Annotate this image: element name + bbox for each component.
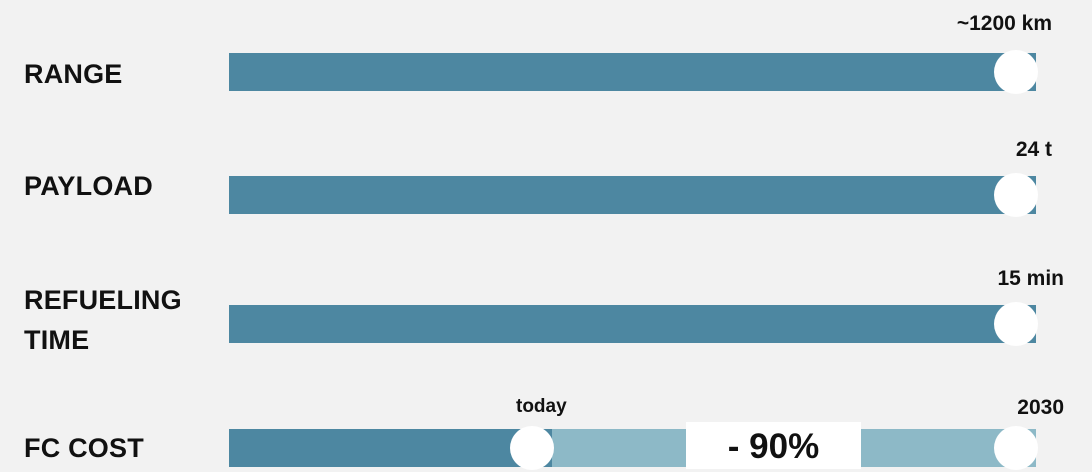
row-label-payload: PAYLOAD <box>24 171 153 201</box>
fc-cost-2030-marker <box>994 426 1038 470</box>
range-end-marker <box>994 50 1038 94</box>
payload-end-marker <box>994 173 1038 217</box>
fc-cost-2030-label: 2030 <box>1017 396 1064 419</box>
row-label-fc-cost: FC COST <box>24 433 144 463</box>
fc-cost-reduction-badge: - 90% <box>686 422 861 469</box>
fc-cost-today-label: today <box>516 396 567 417</box>
payload-bar-track <box>229 173 1038 217</box>
payload-bar-fill <box>229 176 1036 214</box>
fc-cost-today-marker <box>510 426 554 470</box>
fc-cost-bar-track <box>229 426 1038 470</box>
row-label-refueling-time: REFUELING TIME <box>24 285 182 355</box>
payload-value-label: 24 t <box>1015 138 1052 161</box>
refueling-time-end-marker <box>994 302 1038 346</box>
refueling-time-bar-track <box>229 302 1038 346</box>
refueling-time-bar-fill <box>229 305 1036 343</box>
fc-cost-bar-fill <box>229 429 552 467</box>
range-value-label: ~1200 km <box>956 12 1052 35</box>
range-bar-fill <box>229 53 1036 91</box>
refueling-time-value-label: 15 min <box>997 267 1064 290</box>
row-label-range: RANGE <box>24 59 123 89</box>
range-bar-track <box>229 50 1038 94</box>
